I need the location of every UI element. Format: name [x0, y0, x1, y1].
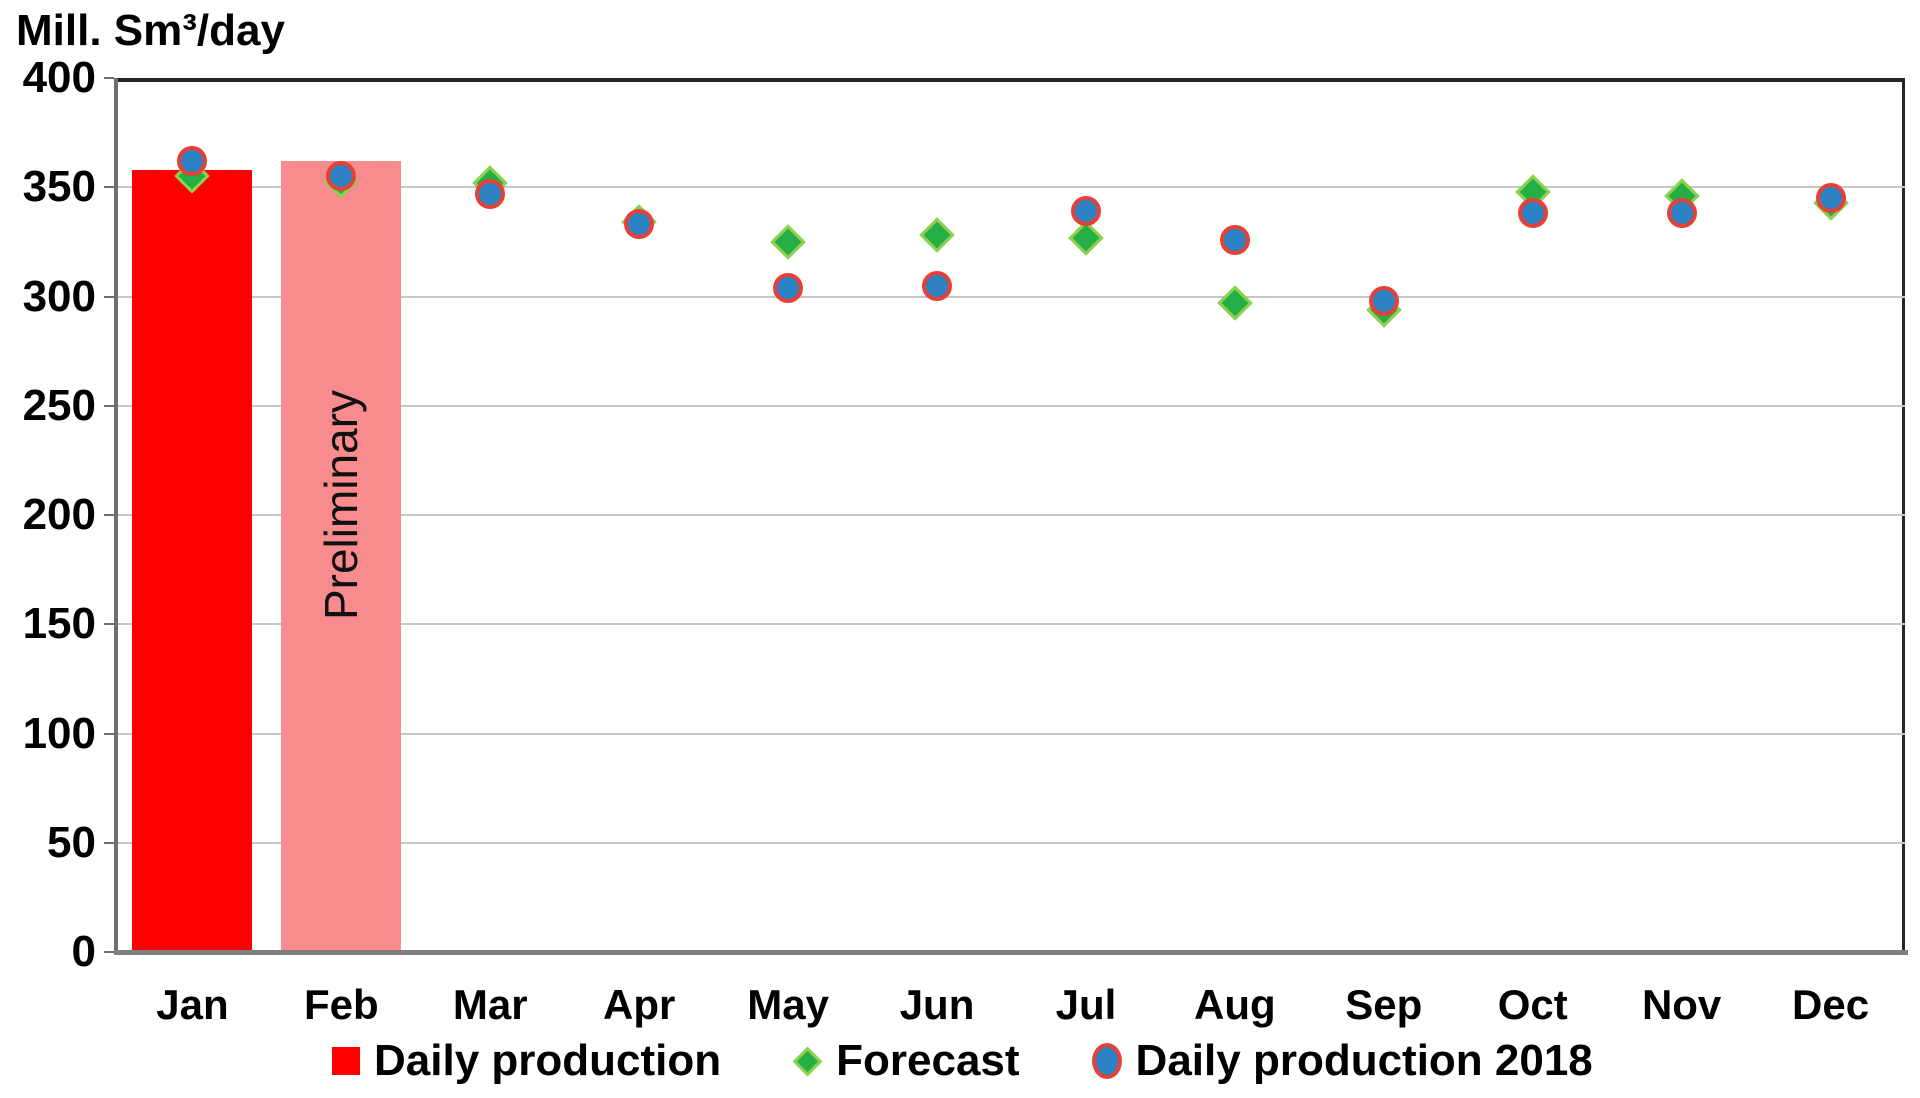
y-tick-label-50: 50 — [47, 817, 96, 867]
y-tick-50 — [104, 841, 114, 844]
legend-item-forecast: Forecast — [792, 1036, 1020, 1086]
bar-feb — [281, 161, 402, 950]
production-2018-marker-jun — [922, 270, 953, 301]
y-tick-label-350: 350 — [22, 162, 96, 212]
x-tick-label-sep: Sep — [1345, 981, 1423, 1028]
gridline-250 — [118, 404, 1905, 407]
gridline-50 — [118, 841, 1905, 844]
legend-label: Daily production 2018 — [1135, 1036, 1593, 1085]
x-axis-line — [114, 950, 1908, 955]
y-tick-label-200: 200 — [22, 490, 96, 539]
production-2018-marker-sep — [1368, 285, 1399, 316]
y-tick-label-150: 150 — [22, 599, 96, 649]
production-2018-marker-aug — [1219, 224, 1250, 255]
x-tick-label-jan: Jan — [156, 981, 229, 1028]
x-tick-label-nov: Nov — [1641, 981, 1722, 1028]
production-2018-marker-feb — [326, 161, 357, 192]
x-tick-label-aug: Aug — [1194, 981, 1276, 1028]
y-tick-250 — [104, 404, 114, 407]
y-tick-0 — [104, 951, 114, 953]
red-square-icon — [332, 1047, 360, 1075]
y-tick-200 — [104, 514, 114, 516]
gridline-150 — [118, 623, 1905, 626]
x-tick-label-apr: Apr — [603, 981, 676, 1028]
preliminary-annotation: Preliminary — [315, 389, 368, 621]
legend-label: Forecast — [836, 1036, 1020, 1085]
production-2018-marker-jul — [1070, 196, 1101, 227]
x-tick-label-may: May — [747, 981, 829, 1028]
production-2018-marker-may — [773, 272, 804, 303]
y-tick-300 — [104, 295, 114, 298]
y-tick-label-250: 250 — [22, 380, 96, 430]
production-2018-marker-mar — [475, 178, 506, 209]
x-tick-label-dec: Dec — [1792, 981, 1870, 1028]
y-tick-400 — [104, 77, 114, 79]
legend-item-daily-production: Daily production — [332, 1036, 721, 1086]
y-axis-title: Mill. Sm³/day — [16, 6, 285, 55]
x-tick-label-jul: Jul — [1055, 981, 1117, 1028]
x-tick-label-jun: Jun — [899, 981, 975, 1028]
y-tick-150 — [104, 623, 114, 626]
y-axis-line — [114, 78, 118, 955]
gridline-200 — [118, 514, 1905, 516]
y-tick-label-300: 300 — [22, 271, 96, 321]
blue-circle-icon — [1091, 1043, 1122, 1079]
bar-jan — [132, 169, 253, 950]
production-2018-marker-apr — [624, 209, 655, 240]
legend-label: Daily production — [374, 1036, 722, 1085]
production-2018-marker-dec — [1815, 183, 1846, 214]
production-2018-marker-oct — [1517, 198, 1548, 229]
y-tick-label-0: 0 — [71, 927, 96, 976]
gridline-350 — [118, 186, 1905, 189]
legend-item-daily-production-2018: Daily production 2018 — [1091, 1036, 1593, 1086]
production-2018-marker-nov — [1666, 198, 1697, 229]
y-tick-label-400: 400 — [22, 53, 96, 102]
y-tick-label-100: 100 — [22, 708, 96, 758]
gridline-300 — [118, 295, 1905, 298]
gridline-100 — [118, 732, 1905, 735]
legend: Daily production Forecast Daily producti… — [332, 1036, 1593, 1086]
x-tick-label-feb: Feb — [304, 981, 379, 1028]
x-tick-label-mar: Mar — [452, 981, 528, 1028]
y-tick-100 — [104, 732, 114, 735]
x-tick-label-oct: Oct — [1497, 981, 1568, 1028]
y-tick-350 — [104, 186, 114, 189]
production-2018-marker-jan — [177, 146, 208, 177]
green-diamond-icon — [792, 1046, 823, 1076]
